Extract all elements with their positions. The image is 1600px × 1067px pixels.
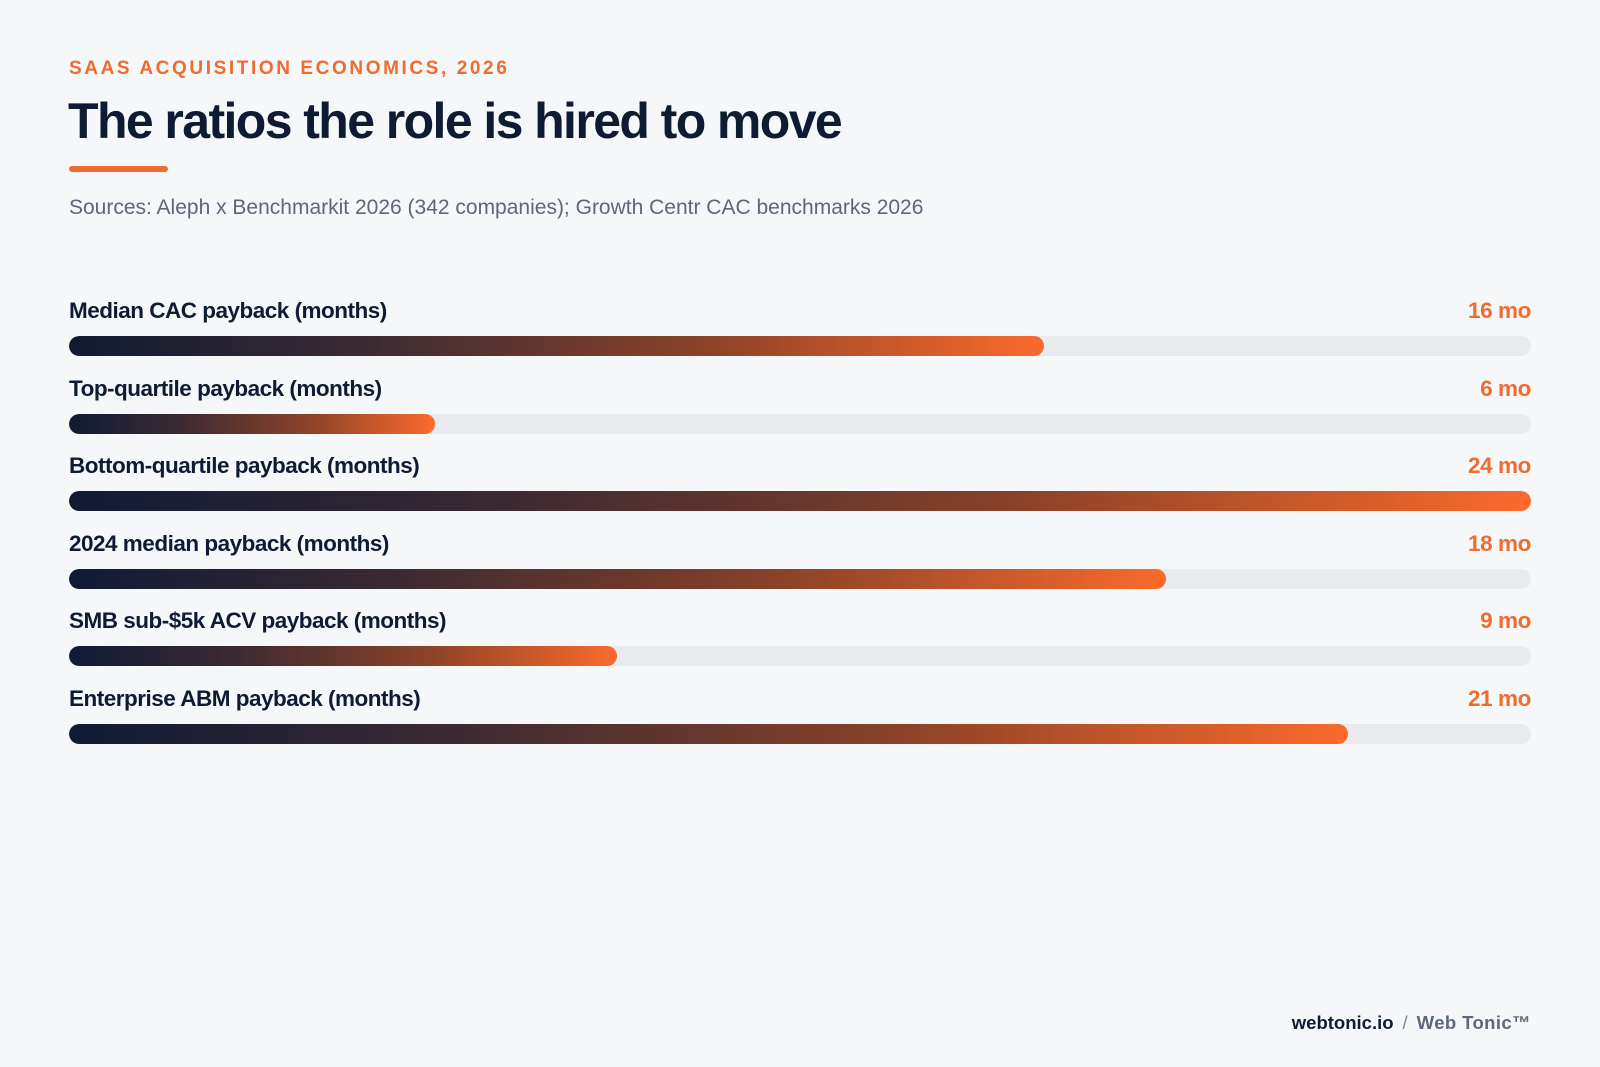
bar-track xyxy=(69,646,1531,666)
footer-brand: Web Tonic™ xyxy=(1416,1012,1531,1033)
bar-row: SMB sub-$5k ACV payback (months) 9 mo xyxy=(69,608,1531,686)
bar-row: Bottom-quartile payback (months) 24 mo xyxy=(69,453,1531,531)
bar-row: 2024 median payback (months) 18 mo xyxy=(69,531,1531,609)
footer-separator: / xyxy=(1402,1012,1408,1033)
footer-credit: webtonic.io / Web Tonic™ xyxy=(1292,1012,1531,1034)
bar xyxy=(69,646,618,666)
bar-label: 2024 median payback (months) xyxy=(69,530,389,556)
bar-value-label: 18 mo xyxy=(1467,530,1531,556)
bar-value-label: 24 mo xyxy=(1467,453,1531,478)
bar-chart: Median CAC payback (months) 16 mo Top-quar… xyxy=(69,298,1531,763)
bar-row: Top-quartile payback (months) 6 mo xyxy=(69,376,1531,454)
bar xyxy=(69,336,1044,356)
bar-track xyxy=(69,568,1531,589)
chart-eyebrow: SAAS ACQUISITION ECONOMICS, 2026 xyxy=(69,58,510,79)
bar-value-label: 21 mo xyxy=(1467,685,1531,711)
bar xyxy=(69,723,1349,744)
bar-value-label: 6 mo xyxy=(1480,375,1531,401)
bar xyxy=(69,568,1166,589)
chart-sources: Sources: Aleph x Benchmarkit 2026 (342 c… xyxy=(69,196,924,219)
chart-title: The ratios the role is hired to move xyxy=(68,93,843,149)
bar xyxy=(69,413,435,434)
bar-track xyxy=(69,723,1531,744)
bar-value-label: 9 mo xyxy=(1480,608,1531,633)
bar xyxy=(69,491,1531,511)
bar-label: SMB sub-$5k ACV payback (months) xyxy=(69,608,447,633)
title-accent-rule xyxy=(69,166,168,172)
bar-row: Median CAC payback (months) 16 mo xyxy=(69,298,1531,376)
bar-track xyxy=(69,336,1531,356)
bar-value-label: 16 mo xyxy=(1467,298,1531,323)
bar-track xyxy=(69,413,1531,434)
bar-row: Enterprise ABM payback (months) 21 mo xyxy=(69,686,1531,764)
footer-site[interactable]: webtonic.io xyxy=(1291,1012,1394,1033)
bar-track xyxy=(69,491,1531,511)
bar-label: Median CAC payback (months) xyxy=(69,298,387,323)
bar-label: Bottom-quartile payback (months) xyxy=(69,453,420,478)
bar-label: Top-quartile payback (months) xyxy=(69,375,382,401)
bar-label: Enterprise ABM payback (months) xyxy=(69,685,421,711)
